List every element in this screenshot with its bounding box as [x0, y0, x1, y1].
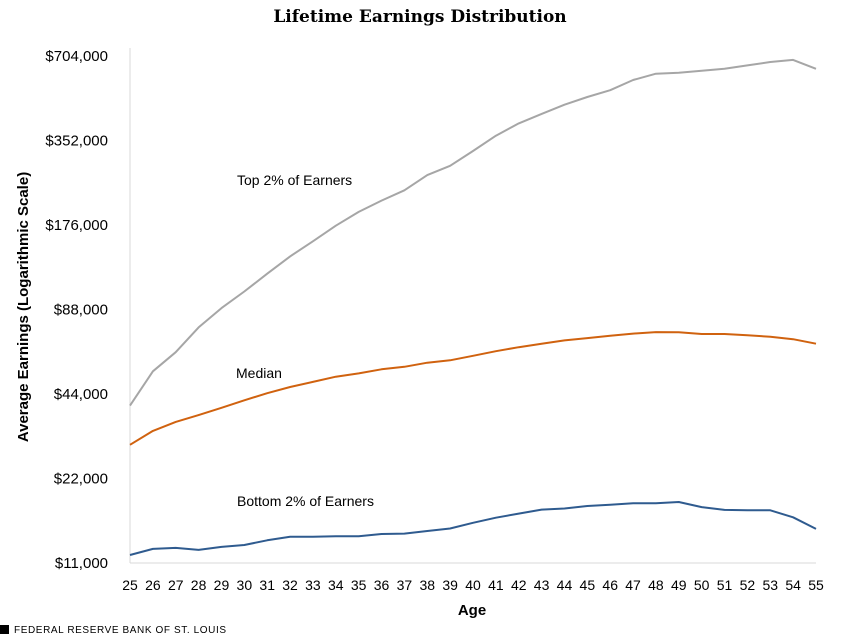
x-tick-label: 42 — [511, 577, 527, 593]
y-tick-label: $352,000 — [45, 133, 108, 150]
x-axis: 25 26 27 28 29 30 31 32 33 34 35 36 37 38 39 40 41 42 43 44… — [122, 577, 824, 593]
y-tick-label: $88,000 — [54, 302, 108, 319]
annotation-median: Median — [236, 365, 282, 381]
chart-title: Lifetime Earnings Distribution — [273, 7, 566, 27]
series-line-median — [129, 331, 817, 446]
x-tick-label: 28 — [191, 577, 207, 593]
x-tick-label: 26 — [145, 577, 161, 593]
x-tick-label: 33 — [305, 577, 321, 593]
x-tick-label: 38 — [419, 577, 435, 593]
source-credit: FEDERAL RESERVE BANK OF ST. LOUIS — [14, 625, 227, 636]
x-tick-label: 51 — [717, 577, 733, 593]
y-tick-label: $44,000 — [54, 386, 108, 403]
y-tick-label: $22,000 — [54, 471, 108, 488]
x-tick-label: 32 — [282, 577, 298, 593]
x-tick-label: 47 — [625, 577, 641, 593]
x-axis-label: Age — [458, 602, 486, 619]
annotation-bottom-2-percent: Bottom 2% of Earners — [237, 493, 374, 509]
y-tick-label: $704,000 — [45, 48, 108, 65]
x-tick-label: 44 — [557, 577, 573, 593]
x-tick-label: 52 — [740, 577, 756, 593]
y-axis-label: Average Earnings (Logarithmic Scale) — [15, 172, 32, 442]
x-tick-label: 35 — [351, 577, 367, 593]
x-tick-label: 34 — [328, 577, 344, 593]
x-tick-label: 37 — [397, 577, 413, 593]
x-tick-label: 41 — [488, 577, 504, 593]
x-tick-label: 40 — [465, 577, 481, 593]
annotation-top-2-percent: Top 2% of Earners — [237, 172, 352, 188]
plot-area — [129, 48, 817, 564]
x-tick-label: 54 — [785, 577, 801, 593]
series-line-bottom-2-of-earners — [129, 501, 817, 556]
x-tick-label: 31 — [259, 577, 275, 593]
x-tick-label: 36 — [374, 577, 390, 593]
fed-logo-square — [0, 625, 9, 634]
x-tick-label: 53 — [762, 577, 778, 593]
x-tick-label: 43 — [534, 577, 550, 593]
x-tick-label: 49 — [671, 577, 687, 593]
y-tick-label: $11,000 — [55, 555, 108, 572]
x-tick-label: 45 — [580, 577, 596, 593]
y-axis: $11,000 $22,000 $44,000 $88,000 $176,000 $352… — [45, 48, 108, 572]
x-tick-label: 29 — [214, 577, 230, 593]
x-tick-label: 46 — [602, 577, 618, 593]
x-tick-label: 50 — [694, 577, 710, 593]
y-tick-label: $176,000 — [45, 217, 108, 234]
x-tick-label: 55 — [808, 577, 824, 593]
x-tick-label: 30 — [237, 577, 253, 593]
x-tick-label: 25 — [122, 577, 138, 593]
x-tick-label: 39 — [442, 577, 458, 593]
x-tick-label: 48 — [648, 577, 664, 593]
series-line-top-2-of-earners — [129, 58, 817, 407]
x-tick-label: 27 — [168, 577, 184, 593]
